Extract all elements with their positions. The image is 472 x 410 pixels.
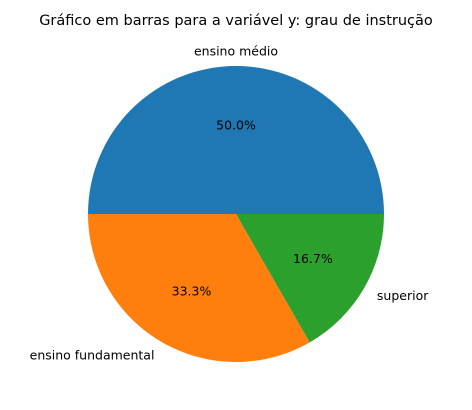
chart-title: Gráfico em barras para a variável y: gra… xyxy=(39,13,433,29)
slice-percentage-label: 33.3% xyxy=(172,283,212,298)
pie-slices xyxy=(87,66,385,363)
pie-labels: ensino médio 50.0% ensino fundamental 33.3%… xyxy=(30,44,430,363)
slice-label: superior xyxy=(377,288,429,303)
slice-percentage-label: 16.7% xyxy=(293,251,333,266)
pie-slice-superior xyxy=(236,214,385,343)
slice-label: ensino médio xyxy=(194,44,278,59)
pie-slice-ensino-médio xyxy=(88,66,384,214)
pie-slice-ensino-fundamental xyxy=(87,214,310,363)
slice-label: ensino fundamental xyxy=(30,347,155,362)
slice-percentage-label: 50.0% xyxy=(216,118,256,133)
